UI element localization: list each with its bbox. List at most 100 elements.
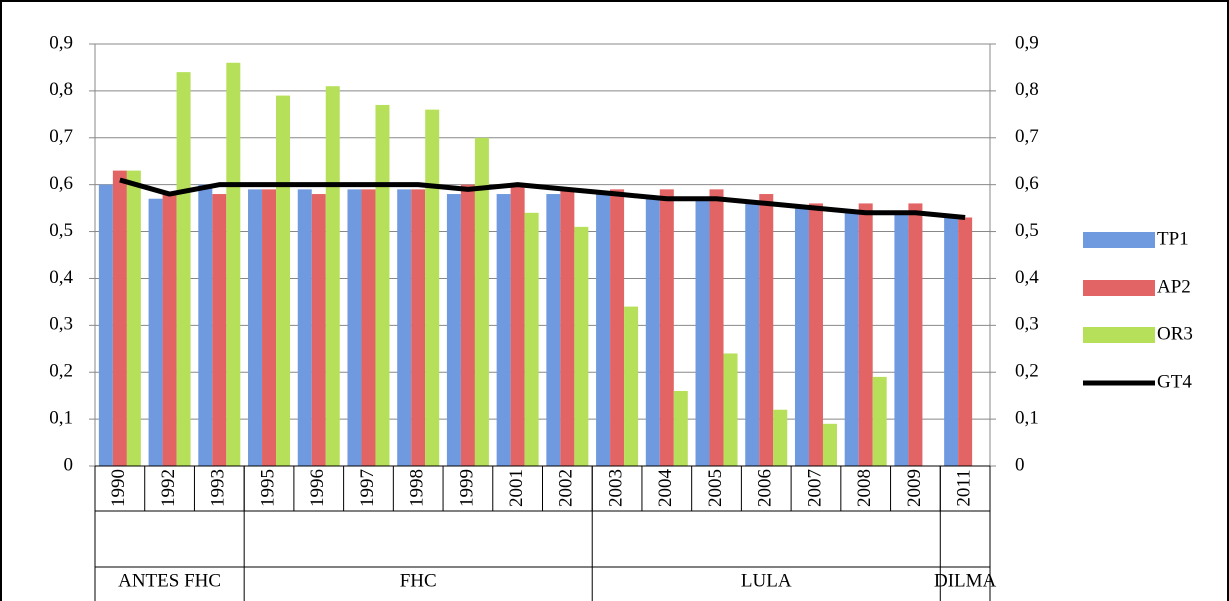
x-tick-label: 1998 (407, 469, 428, 507)
bar (709, 189, 724, 466)
x-tick-label: 2002 (556, 469, 577, 507)
y-tick-label: 0,4 (49, 267, 73, 288)
x-tick-label: 2004 (655, 469, 676, 508)
bar (162, 194, 177, 467)
bar (759, 194, 774, 467)
bar (276, 95, 291, 467)
y-tick-label: 0,3 (49, 314, 73, 335)
x-tick-label: 1997 (357, 469, 378, 507)
y2-tick-label: 0,9 (1015, 32, 1039, 53)
bar (645, 198, 660, 466)
bar (411, 189, 426, 466)
legend-swatch (1083, 280, 1155, 296)
bar (176, 72, 191, 466)
bar (596, 194, 611, 467)
bar (894, 212, 909, 466)
bar (198, 184, 213, 466)
bar (112, 170, 127, 466)
y-tick-label: 0,8 (49, 79, 73, 100)
y-tick-label: 0,5 (49, 220, 73, 241)
bar (375, 104, 390, 466)
x-tick-label: 2001 (506, 469, 527, 507)
bar (794, 208, 809, 466)
y-tick-label: 0,2 (49, 361, 73, 382)
bar (908, 203, 923, 466)
y-tick-label: 0,1 (49, 407, 73, 428)
x-tick-label: 2008 (854, 469, 875, 507)
bar (361, 189, 376, 466)
bar (822, 423, 837, 466)
bar (723, 353, 738, 466)
x-tick-label: 1996 (307, 469, 328, 507)
y2-tick-label: 0,8 (1015, 79, 1039, 100)
bar (397, 189, 412, 466)
x-tick-label: 2011 (953, 469, 974, 506)
bar (226, 62, 241, 466)
y-tick-label: 0,7 (49, 126, 73, 147)
bar (574, 226, 589, 466)
x-tick-label: 1992 (158, 469, 179, 507)
bar (347, 189, 362, 466)
bar (624, 306, 639, 466)
bar (745, 203, 760, 466)
bar (695, 198, 710, 466)
x-tick-label: 2003 (605, 469, 626, 507)
bar (808, 203, 823, 466)
group-label: ANTES FHC (118, 570, 221, 591)
bar (958, 217, 973, 466)
bar (610, 189, 625, 466)
legend-label: TP1 (1157, 228, 1189, 249)
x-tick-label: 2007 (804, 469, 825, 507)
bar (262, 189, 277, 466)
bar (858, 203, 873, 466)
x-tick-label: 1993 (208, 469, 229, 507)
bar (773, 409, 788, 466)
legend-label: AP2 (1157, 276, 1191, 297)
bar (126, 170, 141, 466)
y2-tick-label: 0,1 (1015, 407, 1039, 428)
x-tick-label: 1990 (108, 469, 129, 507)
legend-swatch (1083, 232, 1155, 248)
x-tick-label: 1995 (257, 469, 278, 507)
legend-swatch (1083, 327, 1155, 343)
bar (311, 194, 326, 467)
group-label: FHC (400, 570, 437, 591)
y2-tick-label: 0,5 (1015, 220, 1039, 241)
group-label: DILMA (934, 570, 997, 591)
bar (546, 194, 561, 467)
bar (148, 198, 163, 466)
x-tick-label: 2009 (904, 469, 925, 507)
bar (212, 194, 227, 467)
bar (297, 189, 312, 466)
y-tick-label: 0 (64, 454, 74, 475)
bar (460, 184, 475, 466)
bar (425, 109, 440, 467)
bar (944, 217, 959, 466)
y2-tick-label: 0,7 (1015, 126, 1039, 147)
y2-tick-label: 0,2 (1015, 361, 1039, 382)
bar (524, 212, 539, 466)
bar (872, 376, 887, 466)
bar (844, 212, 859, 466)
y2-tick-label: 0,3 (1015, 314, 1039, 335)
x-tick-label: 2005 (705, 469, 726, 507)
bar (659, 189, 674, 466)
bar (325, 86, 340, 466)
y2-tick-label: 0 (1015, 454, 1025, 475)
y-tick-label: 0,9 (49, 32, 73, 53)
x-tick-label: 1999 (456, 469, 477, 507)
x-tick-label: 2006 (755, 469, 776, 507)
bar (510, 184, 525, 466)
legend-label: GT4 (1157, 371, 1192, 392)
bar (98, 184, 113, 466)
y2-tick-label: 0,6 (1015, 173, 1039, 194)
bar (474, 137, 489, 466)
bar (446, 194, 461, 467)
group-label: LULA (741, 570, 792, 591)
bar (496, 194, 511, 467)
bar (673, 390, 688, 466)
line (119, 177, 966, 220)
legend-label: OR3 (1157, 323, 1193, 344)
y2-tick-label: 0,4 (1015, 267, 1039, 288)
